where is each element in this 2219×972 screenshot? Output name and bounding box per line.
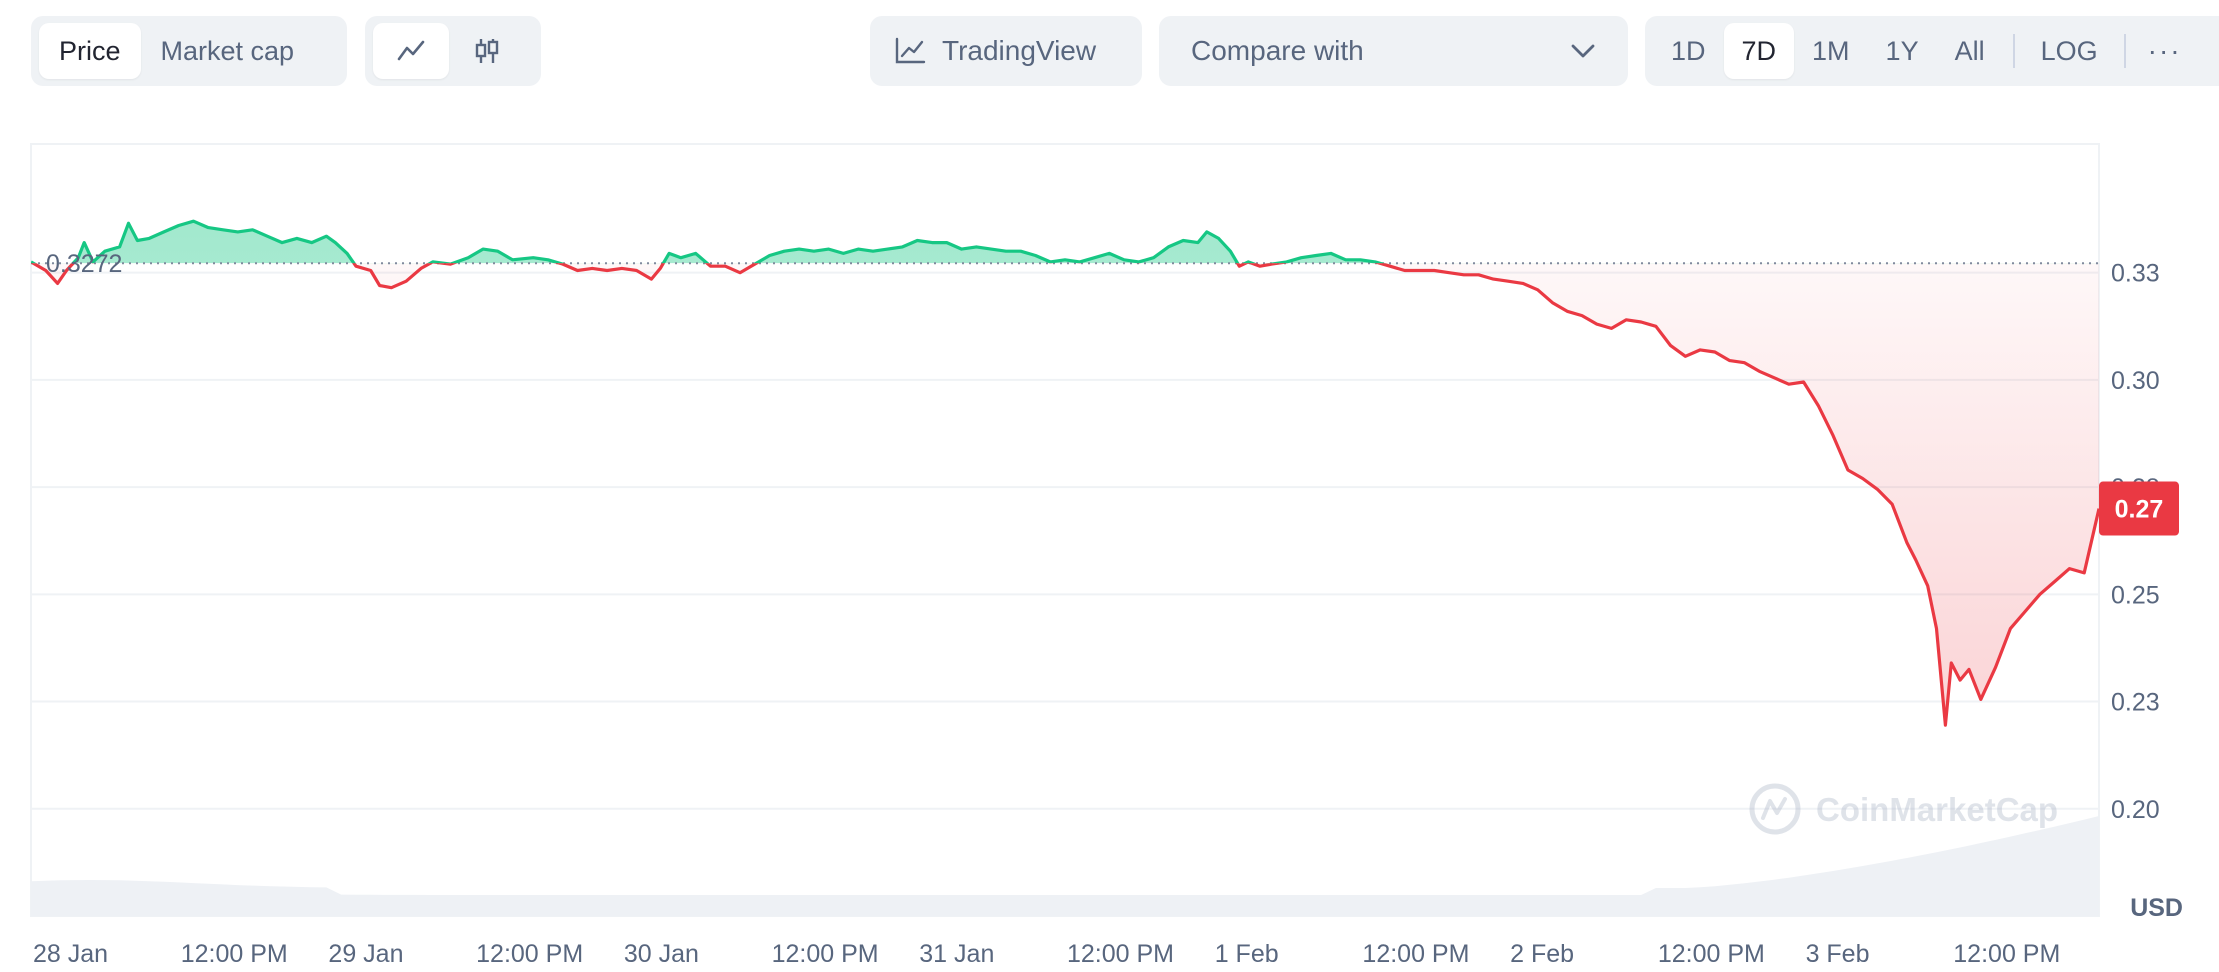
price-lines — [31, 219, 2099, 727]
price-area-above — [31, 221, 2099, 264]
price-line-up — [31, 219, 1386, 264]
x-tick-label: 28 Jan — [33, 940, 108, 968]
range-1m[interactable]: 1M — [1812, 35, 1850, 66]
line-chart-button[interactable] — [373, 23, 449, 79]
current-price-badge: 0.27 — [2099, 481, 2179, 536]
more-divider — [2123, 34, 2126, 68]
candlestick-icon — [475, 39, 499, 63]
more-options-button[interactable]: ··· — [2147, 35, 2182, 66]
x-tick-label: 12:00 PM — [772, 940, 879, 968]
x-tick-label: 29 Jan — [328, 940, 403, 968]
log-scale-toggle[interactable]: LOG — [2040, 35, 2098, 66]
x-tick-label: 12:00 PM — [181, 940, 288, 968]
range-7d[interactable]: 7D — [1723, 23, 1795, 79]
tab-price[interactable]: Price — [39, 23, 141, 79]
volume-area — [31, 816, 2099, 916]
tradingview-button[interactable]: TradingView — [870, 16, 1142, 86]
x-tick-label: 12:00 PM — [476, 940, 583, 968]
current-price-value: 0.27 — [2115, 496, 2164, 524]
line-chart-icon — [397, 40, 425, 61]
watermark: CoinMarketCap — [1749, 783, 2058, 835]
tab-market-cap[interactable]: Market cap — [160, 35, 295, 66]
chart-type-toggle — [365, 16, 541, 86]
chevron-down-icon — [1571, 44, 1595, 58]
y-tick-label: 0.33 — [2111, 260, 2160, 288]
price-line-down — [31, 263, 2099, 727]
price-area-fills — [31, 221, 2099, 726]
range-1d[interactable]: 1D — [1671, 35, 1706, 66]
range-1y[interactable]: 1Y — [1885, 35, 1919, 66]
volume-fill — [31, 816, 2099, 916]
x-tick-label: 31 Jan — [919, 940, 994, 968]
range-divider — [2012, 34, 2015, 68]
x-tick-label: 12:00 PM — [1658, 940, 1765, 968]
x-tick-label: 30 Jan — [624, 940, 699, 968]
current-price-badge-bg — [2099, 481, 2179, 536]
y-tick-label: 0.25 — [2111, 581, 2160, 609]
time-range-selector: 1D 7D 1M 1Y All LOG ··· — [1645, 16, 2219, 86]
coinmarketcap-logo-mark — [1761, 797, 1787, 820]
y-tick-label: 0.20 — [2111, 796, 2160, 824]
compare-with-dropdown[interactable]: Compare with — [1159, 16, 1628, 86]
candlestick-chart-button[interactable] — [449, 23, 525, 79]
x-tick-label: 3 Feb — [1806, 940, 1870, 968]
compare-with-label: Compare with — [1191, 35, 1364, 66]
x-tick-label: 12:00 PM — [1953, 940, 2060, 968]
open-price-label: 0.3272 — [46, 250, 122, 278]
x-axis: 28 Jan 12:00 PM 29 Jan 12:00 PM 30 Jan 12:00 … — [33, 940, 2060, 968]
x-tick-label: 1 Feb — [1215, 940, 1279, 968]
range-all[interactable]: All — [1954, 35, 1985, 66]
y-axis: 0.330.300.280.250.230.20 — [2111, 260, 2160, 824]
tradingview-icon — [895, 37, 926, 64]
currency-label: USD — [2130, 894, 2183, 922]
price-marketcap-toggle: Price Market cap — [31, 16, 347, 86]
watermark-text: CoinMarketCap — [1816, 791, 2058, 828]
coinmarketcap-logo-icon — [1749, 783, 1801, 835]
price-area-below — [33, 263, 2099, 726]
x-tick-label: 12:00 PM — [1362, 940, 1469, 968]
x-tick-label: 12:00 PM — [1067, 940, 1174, 968]
y-tick-label: 0.23 — [2111, 689, 2160, 717]
tradingview-label: TradingView — [942, 35, 1097, 66]
y-tick-label: 0.30 — [2111, 367, 2160, 395]
x-tick-label: 2 Feb — [1510, 940, 1574, 968]
